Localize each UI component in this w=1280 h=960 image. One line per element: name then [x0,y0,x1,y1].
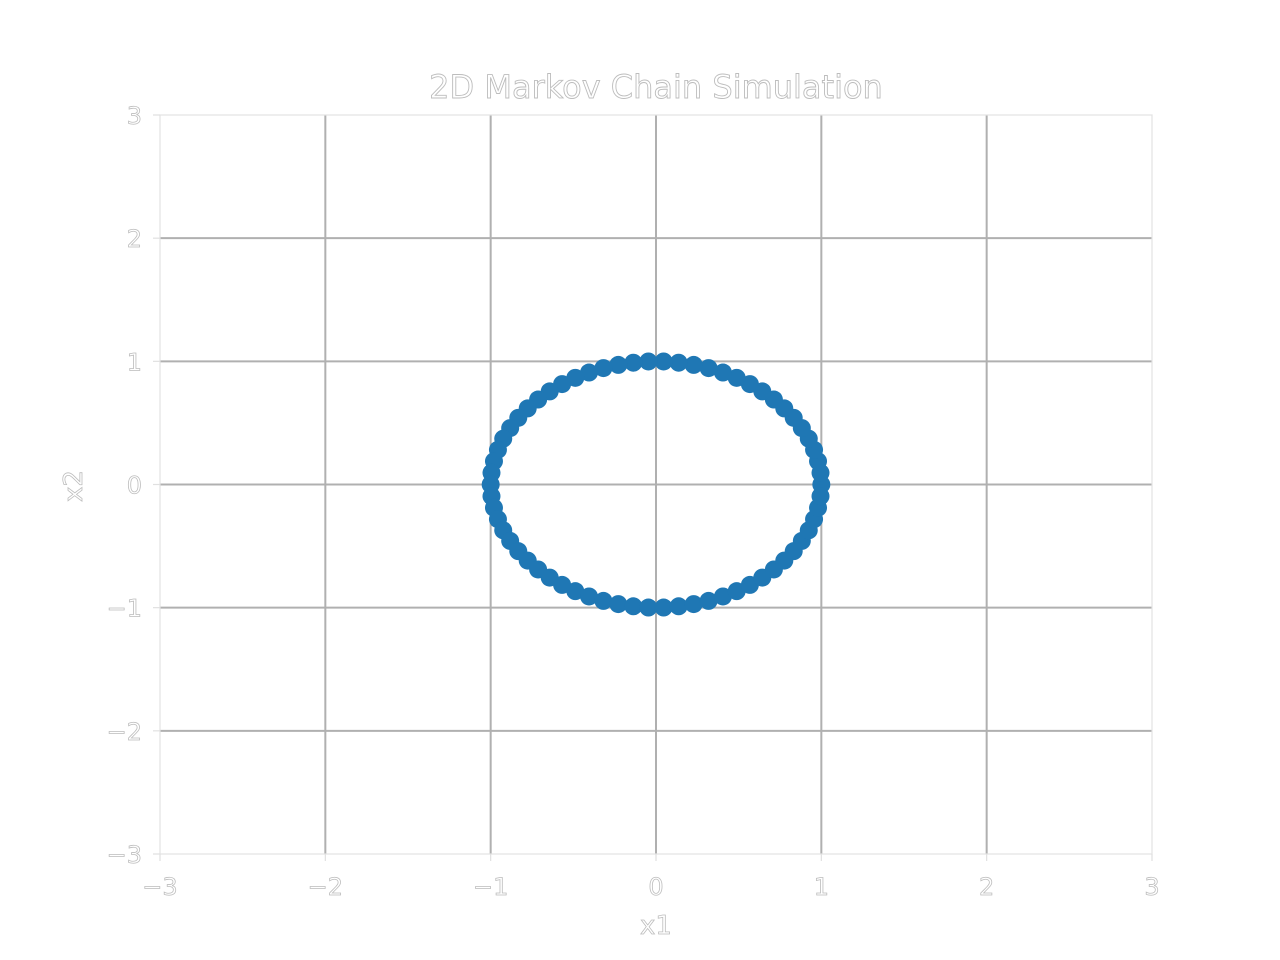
x-tick-label: −1 [473,873,508,901]
scatter-point [811,487,830,506]
y-axis-label: x2 [59,470,89,502]
scatter-point [624,353,643,372]
y-tick-label: 0 [127,472,142,500]
scatter-point [580,363,599,382]
x-tick-label: 3 [1144,873,1159,901]
x-tick-label: 1 [814,873,829,901]
scatter-point [639,352,658,371]
scatter-point [654,352,673,371]
scatter-point [594,591,613,610]
scatter-point [594,359,613,378]
y-tick-label: −1 [107,595,142,623]
y-tick-label: −2 [107,718,142,746]
scatter-point [684,595,703,614]
x-tick-label: 0 [648,873,663,901]
scatter-point [624,597,643,616]
scatter-point [609,355,628,374]
scatter-point [684,355,703,374]
y-tick-label: −3 [107,841,142,869]
x-tick-label: 2 [979,873,994,901]
scatter-point [639,598,658,617]
y-tick-label: 3 [127,102,142,130]
scatter-point [669,597,688,616]
x-tick-label: −2 [308,873,343,901]
scatter-point [566,582,585,601]
x-axis-label: x1 [640,911,672,941]
scatter-point [609,595,628,614]
scatter-point [580,587,599,606]
scatter-points [481,352,831,617]
ticks: −3 −2 −1 0 1 2 3 −3 −2 −1 0 1 2 3 [106,102,1160,902]
scatter-point [699,359,718,378]
scatter-point [654,598,673,617]
scatter-point [713,363,732,382]
scatter-point [669,353,688,372]
y-tick-label: 1 [127,348,142,376]
scatter-point [727,368,746,387]
scatter-point [699,591,718,610]
chart-title: 2D Markov Chain Simulation [429,68,883,106]
scatter-point [713,587,732,606]
x-tick-label: −3 [142,873,177,901]
y-tick-label: 2 [127,225,142,253]
